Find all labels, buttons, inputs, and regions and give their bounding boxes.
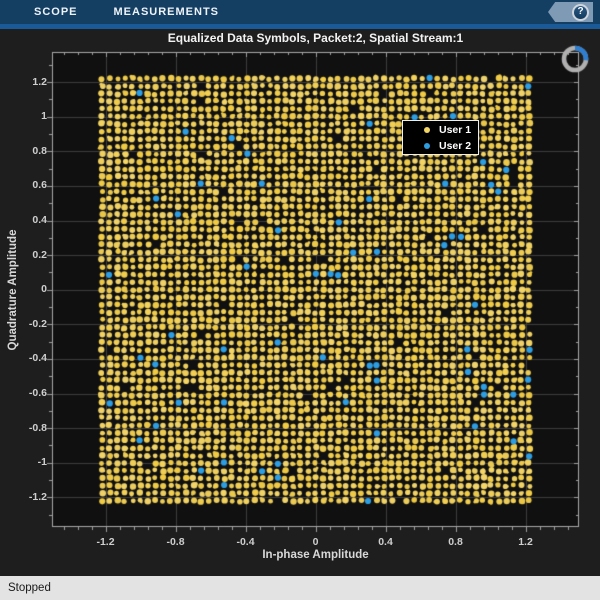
- legend-item-user2: User 2: [403, 138, 478, 154]
- legend-label-user2: User 2: [439, 139, 472, 152]
- legend-marker-user2-icon: [424, 142, 430, 149]
- legend-marker-user1-icon: [424, 126, 430, 133]
- x-tick-label: 0.8: [448, 536, 463, 548]
- y-tick-label: -1: [37, 456, 47, 469]
- x-tick-label: 1.2: [518, 536, 533, 548]
- x-tick-label: -1.2: [96, 536, 115, 548]
- y-tick-label: 0.8: [32, 144, 47, 157]
- status-text: Stopped: [8, 582, 51, 594]
- legend-label-user1: User 1: [439, 123, 472, 136]
- y-tick-label: 1.2: [32, 75, 47, 88]
- tab-measurements[interactable]: MEASUREMENTS: [113, 6, 220, 18]
- plot-area: Equalized Data Symbols, Packet:2, Spatia…: [0, 29, 600, 576]
- help-icon: ?: [572, 3, 589, 21]
- y-tick-label: 0.6: [32, 179, 47, 192]
- y-tick-label: -1.2: [28, 490, 47, 503]
- toolstrip-accent-strip: [0, 24, 600, 29]
- y-tick-label: 1: [41, 110, 47, 123]
- y-tick-label: -0.4: [28, 352, 47, 365]
- plot-title: Equalized Data Symbols, Packet:2, Spatia…: [167, 31, 464, 45]
- y-tick-label: -0.8: [28, 421, 47, 434]
- legend[interactable]: User 1 User 2: [402, 120, 479, 155]
- y-tick-label: 0: [41, 283, 47, 296]
- y-tick-label: 0.2: [32, 248, 47, 261]
- constellation-canvas[interactable]: [0, 29, 600, 576]
- x-tick-label: 0: [312, 536, 319, 548]
- y-tick-label: -0.6: [28, 387, 47, 400]
- toolstrip: SCOPE MEASUREMENTS ?: [0, 0, 600, 24]
- y-tick-label: 0.4: [32, 214, 47, 227]
- x-tick-label: 0.4: [378, 536, 393, 548]
- legend-item-user1: User 1: [403, 122, 478, 138]
- x-axis-label: In-phase Amplitude: [262, 549, 369, 561]
- tab-scope[interactable]: SCOPE: [34, 6, 78, 18]
- help-button[interactable]: ?: [548, 2, 593, 22]
- x-tick-label: -0.8: [166, 536, 185, 548]
- x-tick-label: -0.4: [236, 536, 255, 548]
- y-tick-label: -0.2: [28, 317, 47, 330]
- status-bar: Stopped: [0, 576, 600, 600]
